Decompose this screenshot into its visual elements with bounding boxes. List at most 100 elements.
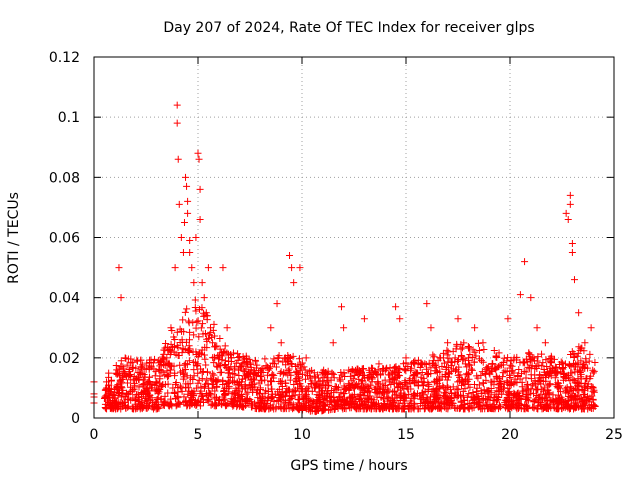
roti-point <box>202 309 210 317</box>
roti-point <box>206 331 214 339</box>
roti-point <box>155 379 163 387</box>
roti-point <box>539 387 547 395</box>
roti-point <box>145 387 153 395</box>
roti-point <box>276 394 284 402</box>
roti-point <box>275 354 283 362</box>
roti-point <box>374 380 382 388</box>
roti-point <box>379 395 387 403</box>
roti-point <box>538 350 546 358</box>
roti-point <box>186 237 194 245</box>
roti-point <box>209 339 217 347</box>
roti-point <box>193 361 201 369</box>
roti-point <box>179 249 187 257</box>
roti-point <box>589 384 597 392</box>
roti-point <box>587 401 595 409</box>
roti-point <box>208 370 216 378</box>
roti-point <box>395 379 403 387</box>
roti-point <box>211 332 219 340</box>
roti-point <box>565 397 573 405</box>
roti-point <box>152 367 160 375</box>
roti-point <box>263 371 271 379</box>
roti-point <box>248 401 256 409</box>
roti-point <box>178 387 186 395</box>
roti-point <box>123 361 131 369</box>
roti-point <box>480 386 488 394</box>
roti-point <box>400 393 408 401</box>
roti-point <box>362 394 370 402</box>
roti-point <box>506 373 514 381</box>
roti-point <box>411 401 419 409</box>
roti-point <box>492 352 500 360</box>
roti-point <box>501 399 509 407</box>
roti-point <box>299 395 307 403</box>
roti-point <box>268 385 276 393</box>
roti-point <box>126 370 134 378</box>
roti-point <box>392 363 400 371</box>
roti-point <box>500 354 508 362</box>
roti-point <box>221 360 229 368</box>
roti-point <box>396 392 404 400</box>
roti-point <box>503 377 511 385</box>
roti-point <box>581 386 589 394</box>
roti-point <box>192 324 200 332</box>
roti-point <box>464 354 472 362</box>
roti-point <box>353 368 361 376</box>
roti-point <box>333 383 341 391</box>
roti-point <box>293 374 301 382</box>
roti-point <box>534 396 542 404</box>
roti-point <box>192 307 200 315</box>
roti-point <box>316 395 324 403</box>
roti-point <box>137 365 145 373</box>
roti-point <box>574 378 582 386</box>
roti-point <box>406 402 414 410</box>
roti-point <box>457 340 465 348</box>
roti-point <box>140 376 148 384</box>
roti-point <box>295 355 303 363</box>
roti-point <box>461 380 469 388</box>
roti-point <box>295 395 303 403</box>
roti-point <box>342 385 350 393</box>
roti-point <box>336 377 344 385</box>
roti-point <box>105 394 113 402</box>
roti-point <box>154 400 162 408</box>
roti-point <box>571 368 579 376</box>
roti-point <box>193 318 201 326</box>
roti-point <box>550 355 558 363</box>
roti-point <box>213 393 221 401</box>
roti-point <box>242 352 250 360</box>
roti-point <box>568 249 576 257</box>
roti-point <box>451 358 459 366</box>
roti-point <box>453 342 461 350</box>
roti-point <box>405 376 413 384</box>
roti-point <box>179 369 187 377</box>
roti-point <box>433 386 441 394</box>
roti-point <box>321 402 329 410</box>
roti-point <box>374 379 382 387</box>
roti-point <box>226 373 234 381</box>
roti-point <box>385 378 393 386</box>
roti-point <box>327 376 335 384</box>
roti-point <box>511 378 519 386</box>
roti-point <box>195 376 203 384</box>
x-tick-label: 10 <box>293 427 311 443</box>
roti-point <box>410 399 418 407</box>
roti-point <box>235 371 243 379</box>
roti-point <box>294 361 302 369</box>
roti-point <box>546 370 554 378</box>
roti-point <box>183 402 191 410</box>
roti-point <box>253 361 261 369</box>
roti-point <box>160 401 168 409</box>
roti-point <box>320 381 328 389</box>
roti-point <box>289 352 297 360</box>
roti-point <box>327 387 335 395</box>
roti-point <box>110 405 118 413</box>
roti-point <box>400 384 408 392</box>
roti-point <box>154 390 162 398</box>
roti-point <box>542 356 550 364</box>
roti-point <box>174 155 182 163</box>
roti-point <box>286 252 294 260</box>
roti-point <box>566 377 574 385</box>
roti-point <box>268 372 276 380</box>
roti-point <box>308 377 316 385</box>
roti-point <box>320 406 328 414</box>
